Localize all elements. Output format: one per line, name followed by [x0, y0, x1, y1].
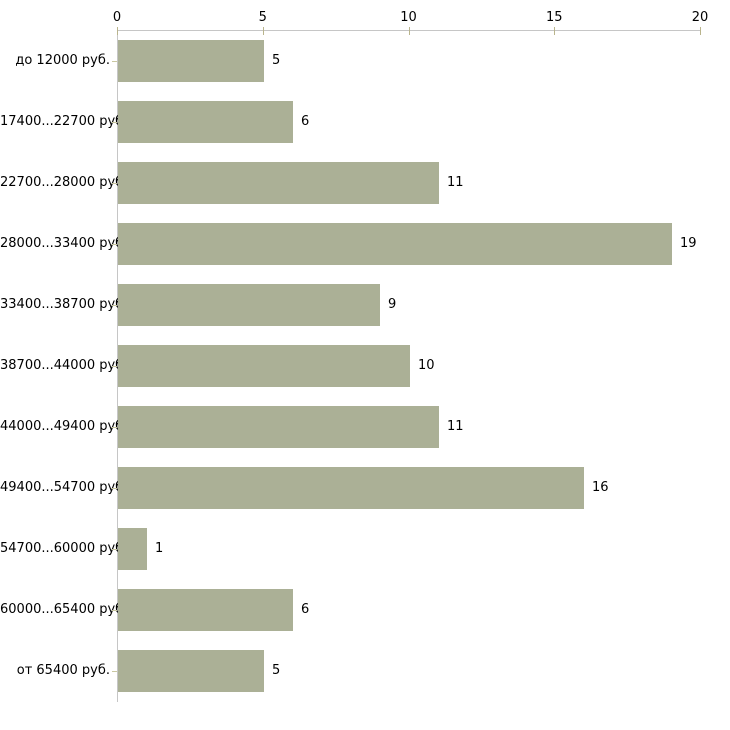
- value-label: 6: [301, 602, 310, 617]
- value-label: 5: [272, 53, 281, 68]
- bar: [118, 284, 380, 326]
- y-axis-tick-mark: [112, 427, 117, 428]
- x-axis-tick-label: 15: [545, 10, 563, 25]
- bar: [118, 223, 672, 265]
- value-label: 11: [447, 419, 464, 434]
- bar: [118, 467, 584, 509]
- bar: [118, 345, 410, 387]
- value-label: 19: [680, 236, 697, 251]
- y-axis-tick-mark: [112, 671, 117, 672]
- bar: [118, 650, 264, 692]
- bar: [118, 101, 293, 143]
- bar: [118, 162, 439, 204]
- category-label: 60000...65400 руб.: [0, 602, 128, 617]
- value-label: 11: [447, 175, 464, 190]
- x-axis-tick-label: 20: [691, 10, 709, 25]
- y-axis-tick-mark: [112, 244, 117, 245]
- category-label: 44000...49400 руб.: [0, 419, 128, 434]
- category-label: до 12000 руб.: [15, 53, 110, 68]
- x-axis-tick-mark: [408, 27, 410, 35]
- y-axis-tick-mark: [112, 61, 117, 62]
- bar: [118, 589, 293, 631]
- y-axis-tick-mark: [112, 183, 117, 184]
- value-label: 16: [592, 480, 609, 495]
- x-axis-tick-mark: [262, 27, 264, 35]
- x-axis-tick-mark: [700, 27, 701, 35]
- category-label: 28000...33400 руб.: [0, 236, 128, 251]
- y-axis-tick-mark: [112, 488, 117, 489]
- x-axis-tick-label: 0: [112, 10, 122, 25]
- y-axis-tick-mark: [112, 549, 117, 550]
- category-label: от 65400 руб.: [16, 663, 110, 678]
- bar: [118, 528, 147, 570]
- category-label: 33400...38700 руб.: [0, 297, 128, 312]
- x-axis-tick-mark: [117, 27, 118, 35]
- category-label: 38700...44000 руб.: [0, 358, 128, 373]
- bar: [118, 406, 439, 448]
- x-axis-tick-mark: [554, 27, 556, 35]
- y-axis-line: [117, 30, 118, 702]
- y-axis-tick-mark: [112, 305, 117, 306]
- value-label: 5: [272, 663, 281, 678]
- bar: [118, 40, 264, 82]
- category-label: 49400...54700 руб.: [0, 480, 128, 495]
- x-axis-tick-label: 5: [258, 10, 267, 25]
- category-label: 17400...22700 руб.: [0, 114, 128, 129]
- x-axis-tick-label: 10: [400, 10, 417, 25]
- y-axis-tick-mark: [112, 366, 117, 367]
- value-label: 10: [418, 358, 435, 373]
- value-label: 6: [301, 114, 310, 129]
- value-label: 9: [388, 297, 397, 312]
- y-axis-tick-mark: [112, 122, 117, 123]
- category-label: 54700...60000 руб.: [0, 541, 128, 556]
- value-label: 1: [155, 541, 164, 556]
- category-label: 22700...28000 руб.: [0, 175, 128, 190]
- y-axis-tick-mark: [112, 610, 117, 611]
